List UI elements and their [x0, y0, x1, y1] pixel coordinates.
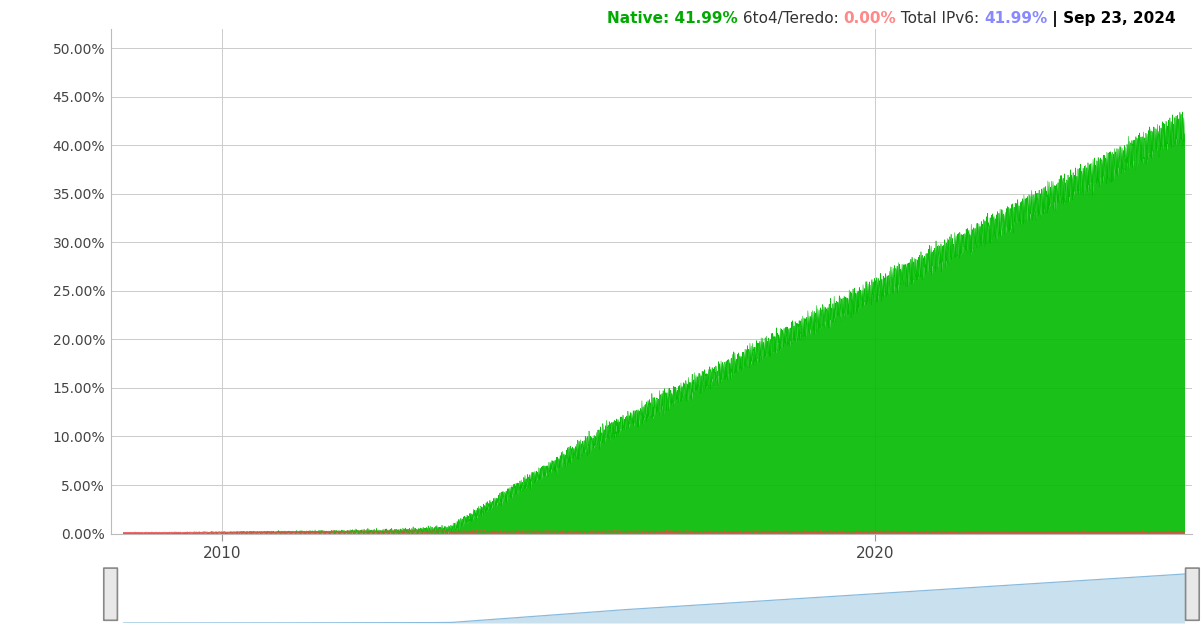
FancyBboxPatch shape — [1185, 568, 1200, 620]
Text: Native: 41.99%: Native: 41.99% — [607, 12, 738, 26]
Text: 41.99%: 41.99% — [984, 12, 1047, 26]
Text: 6to4/Teredo:: 6to4/Teredo: — [738, 12, 844, 26]
Text: 0.00%: 0.00% — [844, 12, 897, 26]
FancyBboxPatch shape — [103, 568, 118, 620]
Text: | Sep 23, 2024: | Sep 23, 2024 — [1047, 11, 1176, 27]
Text: Total IPv6:: Total IPv6: — [897, 12, 984, 26]
